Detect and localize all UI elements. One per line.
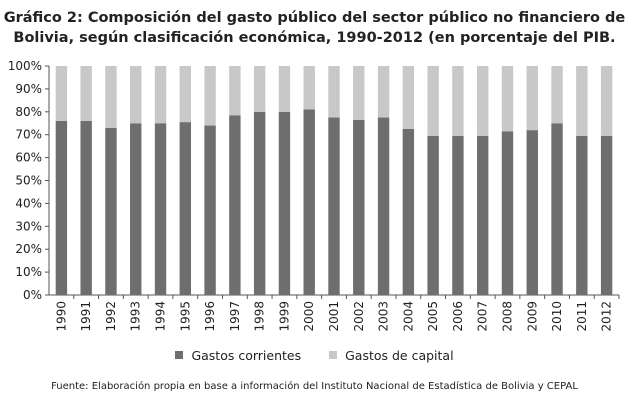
bar-gastos-de-capital — [526, 66, 538, 131]
bar-gastos-de-capital — [452, 66, 464, 136]
bar-gastos-de-capital — [328, 66, 340, 118]
chart-legend: Gastos corrientes Gastos de capital — [0, 348, 629, 363]
legend-swatch-corrientes — [175, 351, 184, 359]
legend-item-capital: Gastos de capital — [329, 348, 454, 363]
legend-label-capital: Gastos de capital — [345, 348, 454, 363]
bar-gastos-de-capital — [253, 66, 266, 112]
legend-item-corrientes: Gastos corrientes — [175, 348, 301, 363]
bar-gastos-de-capital — [476, 66, 489, 136]
bar-gastos-de-capital — [55, 66, 68, 121]
bar-gastos-de-capital — [204, 66, 216, 126]
bar-gastos-corrientes — [526, 130, 538, 295]
stacked-bar-chart: 0% 10% 20% 30% 40% 50% 60% 70% 80% 90% 100% 1990 199… — [8, 59, 620, 332]
bar-gastos-corrientes — [600, 135, 613, 295]
bar-gastos-corrientes — [353, 119, 365, 295]
x-tick-label: 1990 — [54, 301, 68, 332]
bar-gastos-de-capital — [130, 66, 142, 124]
y-tick-label: 70% — [15, 128, 42, 142]
y-tick-label: 80% — [15, 105, 42, 119]
x-tick-label: 2005 — [426, 301, 440, 332]
bar-gastos-de-capital — [576, 66, 588, 136]
y-tick-label: 40% — [15, 196, 42, 210]
x-tick-label: 1991 — [79, 301, 93, 332]
bar-gastos-de-capital — [402, 66, 415, 129]
bar-gastos-corrientes — [576, 135, 588, 295]
x-tick-label: 2004 — [401, 301, 415, 332]
x-tick-label: 2006 — [451, 301, 465, 332]
chart-title: Gráfico 2: Composición del gasto público… — [0, 8, 629, 48]
y-tick-label: 20% — [15, 242, 42, 256]
bar-gastos-corrientes — [452, 135, 464, 295]
y-tick-label: 100% — [8, 59, 42, 73]
source-note: Fuente: Elaboración propia en base a inf… — [51, 381, 578, 392]
bar-gastos-de-capital — [179, 66, 192, 123]
x-tick-label: 2009 — [525, 301, 539, 332]
y-tick-label: 60% — [15, 151, 42, 165]
legend-label-corrientes: Gastos corrientes — [191, 348, 302, 363]
bar-gastos-de-capital — [303, 66, 315, 110]
bar-gastos-corrientes — [154, 123, 167, 295]
chart-title-line-2: Bolivia, según clasificación económica, … — [13, 30, 616, 46]
bar-gastos-de-capital — [377, 66, 390, 118]
bar-gastos-corrientes — [303, 109, 315, 295]
chart-title-line-1: Gráfico 2: Composición del gasto público… — [3, 10, 626, 26]
bar-gastos-corrientes — [476, 135, 489, 295]
bar-gastos-de-capital — [600, 66, 613, 136]
bar-gastos-de-capital — [278, 66, 291, 112]
x-tick-label: 1994 — [154, 301, 168, 332]
y-tick-label: 0% — [23, 288, 42, 302]
x-tick-label: 2012 — [600, 301, 614, 332]
x-tick-label: 1996 — [203, 301, 217, 332]
x-tick-label: 1998 — [253, 301, 267, 332]
bar-gastos-corrientes — [328, 117, 340, 296]
bar-gastos-de-capital — [551, 66, 563, 124]
x-tick-label: 2003 — [377, 301, 391, 332]
legend-swatch-capital — [329, 351, 338, 359]
y-tick-label: 10% — [15, 265, 42, 279]
bar-gastos-corrientes — [278, 111, 291, 295]
x-tick-label: 2010 — [550, 301, 564, 332]
x-tick-label: 2011 — [575, 301, 589, 332]
bar-gastos-corrientes — [427, 135, 439, 295]
bar-gastos-corrientes — [253, 111, 266, 295]
y-tick-label: 50% — [15, 174, 42, 188]
bar-gastos-de-capital — [229, 66, 241, 116]
bar-gastos-corrientes — [229, 115, 241, 295]
x-tick-label: 2000 — [302, 301, 316, 332]
bar-gastos-corrientes — [551, 123, 563, 295]
bar-gastos-corrientes — [80, 120, 92, 296]
bar-gastos-de-capital — [427, 66, 439, 136]
x-tick-label: 2002 — [352, 301, 366, 332]
bar-gastos-corrientes — [402, 128, 415, 295]
bar-gastos-corrientes — [55, 120, 68, 296]
bar-gastos-corrientes — [377, 117, 390, 296]
bar-gastos-corrientes — [204, 125, 216, 295]
x-tick-label: 1995 — [178, 301, 192, 332]
bar-gastos-corrientes — [501, 131, 514, 295]
bar-gastos-corrientes — [105, 127, 117, 295]
x-tick-label: 1993 — [129, 301, 143, 332]
x-tick-label: 1997 — [228, 301, 242, 332]
x-tick-label: 2001 — [327, 301, 341, 332]
bar-gastos-de-capital — [353, 66, 365, 120]
y-tick-label: 30% — [15, 219, 42, 233]
bar-gastos-de-capital — [105, 66, 117, 128]
x-tick-label: 2007 — [476, 301, 490, 332]
x-tick-label: 1992 — [104, 301, 118, 332]
x-tick-label: 2008 — [500, 301, 514, 332]
bar-gastos-de-capital — [154, 66, 167, 124]
y-tick-label: 90% — [15, 82, 42, 96]
bar-gastos-de-capital — [80, 66, 92, 121]
x-tick-label: 1999 — [277, 301, 291, 332]
bar-gastos-corrientes — [179, 122, 192, 295]
bar-gastos-corrientes — [130, 123, 142, 295]
bar-gastos-de-capital — [501, 66, 514, 132]
